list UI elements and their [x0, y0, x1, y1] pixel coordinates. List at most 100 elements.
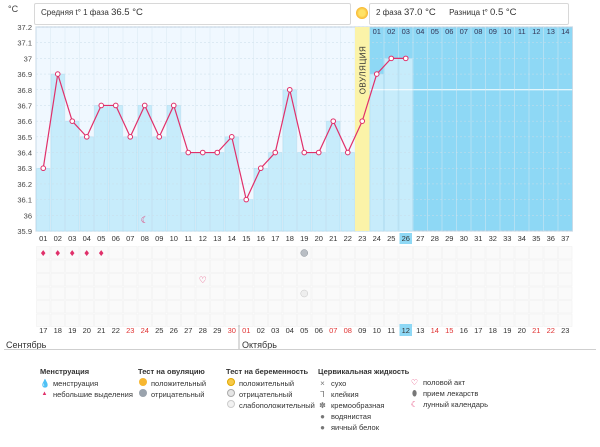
- marker-cell: [311, 246, 326, 260]
- cycle-day-label: 31: [474, 234, 482, 243]
- marker-cell: [253, 246, 268, 260]
- marker-cell: [50, 273, 65, 287]
- marker-cell: [485, 259, 500, 273]
- marker-cell: [529, 273, 544, 287]
- temperature-point: [83, 134, 90, 140]
- sticky-icon: Ꞁ: [320, 390, 325, 399]
- heart-icon: ♡: [199, 276, 207, 286]
- temperature-point: [98, 102, 105, 109]
- marker-cell: [36, 286, 51, 300]
- marker-cell: [297, 259, 312, 273]
- marker-cell: [195, 286, 210, 300]
- marker-cell: [36, 300, 51, 314]
- legend-item: положительный: [239, 379, 295, 388]
- marker-cell: [543, 300, 558, 314]
- cycle-day-label: 23: [358, 234, 366, 243]
- marker-cell: [253, 273, 268, 287]
- cycle-day-label: 33: [503, 234, 511, 243]
- marker-cell: [427, 273, 442, 287]
- marker-cell: [210, 259, 225, 273]
- marker-cell: [210, 313, 225, 327]
- marker-cell: [514, 286, 529, 300]
- marker-cell: [94, 273, 109, 287]
- menstruation-drop-icon: ♦: [40, 249, 47, 258]
- legend-ovulation-title: Тест на овуляцию: [138, 367, 205, 376]
- phase2-day-label: 13: [547, 27, 555, 36]
- marker-cell: [514, 300, 529, 314]
- marker-cell: [224, 273, 239, 287]
- marker-cell: [65, 259, 80, 273]
- marker-cell: [79, 286, 94, 300]
- cycle-day-label: 29: [445, 234, 453, 243]
- drop-icon: 💧: [40, 379, 50, 388]
- legend-item: сухо: [331, 379, 347, 388]
- marker-cell: [123, 286, 138, 300]
- marker-cell: [398, 286, 413, 300]
- phase2-day-label: 02: [387, 27, 395, 36]
- marker-cell: [79, 273, 94, 287]
- calendar-date-label: 20: [518, 326, 526, 335]
- marker-cell: [239, 246, 254, 260]
- marker-cell: [224, 313, 239, 327]
- marker-cell: [442, 246, 457, 260]
- marker-cell: [442, 273, 457, 287]
- marker-cell: [326, 313, 341, 327]
- marker-cell: [166, 286, 181, 300]
- marker-cell: [471, 286, 486, 300]
- marker-cell: [413, 246, 428, 260]
- marker-cell: [268, 286, 283, 300]
- marker-cell: [456, 246, 471, 260]
- calendar-date-label: 03: [271, 326, 279, 335]
- marker-cell: [442, 286, 457, 300]
- calendar-date-label: 22: [112, 326, 120, 335]
- marker-cell: [543, 286, 558, 300]
- temperature-point: [301, 149, 308, 156]
- ovulation-label: ОВУЛЯЦИЯ: [358, 46, 367, 95]
- phase1-label: Средняя t° 1 фаза: [41, 8, 109, 17]
- temperature-point: [243, 196, 250, 203]
- marker-cell: [442, 259, 457, 273]
- temperature-point: [257, 165, 264, 172]
- marker-cell: [108, 286, 123, 300]
- marker-cell: [210, 246, 225, 260]
- marker-cell: [558, 246, 573, 260]
- marker-cell: [36, 273, 51, 287]
- temperature-point: [228, 134, 235, 140]
- y-tick-label: 37.2: [17, 23, 32, 32]
- marker-cell: [543, 259, 558, 273]
- marker-cell: [471, 300, 486, 314]
- marker-cell: [311, 273, 326, 287]
- ovulation-test-negative-icon: [300, 249, 308, 257]
- marker-cell: [108, 273, 123, 287]
- marker-cell: [239, 273, 254, 287]
- marker-cell: [137, 300, 152, 314]
- marker-cell: [94, 246, 109, 260]
- marker-cell: [268, 246, 283, 260]
- marker-cell: [79, 313, 94, 327]
- phase2-day-label: 14: [561, 27, 569, 36]
- marker-cell: [210, 286, 225, 300]
- marker-cell: [166, 313, 181, 327]
- temperature-point: [127, 134, 134, 140]
- calendar-date-label: 18: [489, 326, 497, 335]
- marker-cell: [282, 313, 297, 327]
- pill-icon: ⬮: [411, 389, 418, 398]
- marker-cell: [108, 246, 123, 260]
- marker-cell: [137, 259, 152, 273]
- menstruation-drop-icon: ♦: [83, 249, 90, 258]
- temperature-point: [359, 118, 366, 124]
- phase2-day-label: 07: [460, 27, 468, 36]
- marker-cell: [355, 313, 370, 327]
- cycle-day-label: 36: [547, 234, 555, 243]
- calendar-date-label: 13: [416, 326, 424, 335]
- calendar-date-label: 21: [97, 326, 105, 335]
- legend-item: менструация: [53, 379, 99, 388]
- marker-cell: [94, 286, 109, 300]
- temperature-bar: [326, 120, 341, 232]
- marker-cell: [427, 313, 442, 327]
- temperature-point: [388, 55, 395, 62]
- diff-value: 0.5 °C: [490, 7, 517, 18]
- marker-cell: [514, 246, 529, 260]
- calendar-date-label: 02: [257, 326, 265, 335]
